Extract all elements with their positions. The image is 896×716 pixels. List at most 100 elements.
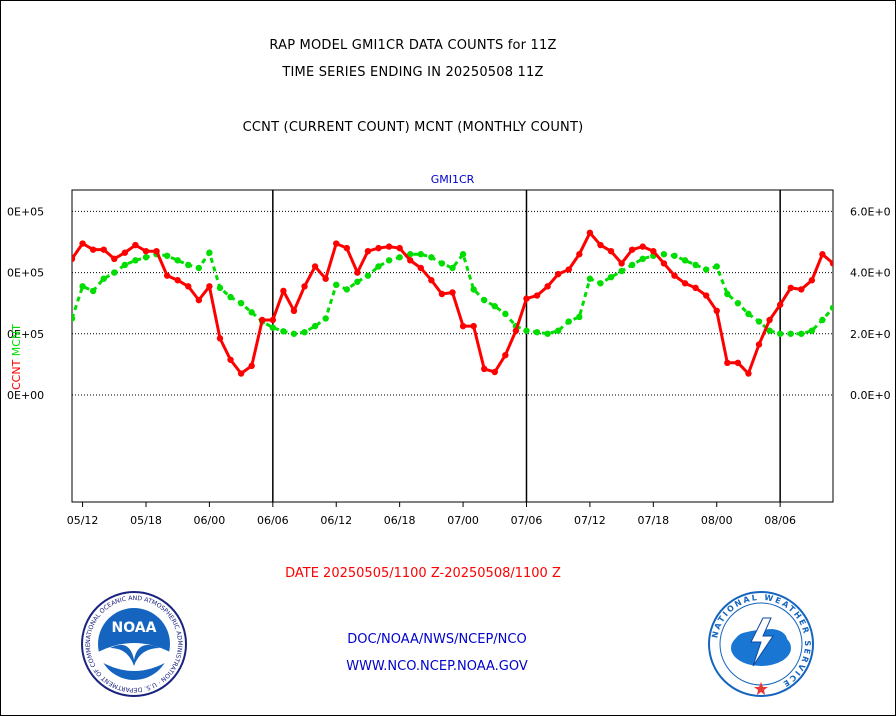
data-point-mcnt (470, 286, 477, 293)
data-point-ccnt (343, 244, 351, 252)
data-point-mcnt (776, 330, 784, 337)
data-point-ccnt (745, 370, 752, 377)
data-point-mcnt (174, 257, 181, 264)
data-point-ccnt (459, 322, 467, 330)
website-link[interactable]: WWW.NCO.NCEP.NOAA.GOV (346, 659, 528, 674)
data-point-ccnt (449, 289, 456, 296)
data-point-ccnt (544, 283, 551, 290)
y-tick-label-left: 0E+00 (7, 389, 44, 402)
data-point-mcnt (322, 315, 329, 322)
x-tick-label: 06/06 (257, 514, 289, 527)
data-point-mcnt (333, 281, 340, 289)
data-point-mcnt (79, 283, 86, 290)
data-point-mcnt (491, 303, 498, 310)
data-point-mcnt (280, 328, 287, 335)
data-point-ccnt (586, 229, 594, 237)
data-point-ccnt (206, 283, 213, 290)
data-point-ccnt (597, 241, 604, 249)
data-point-mcnt (269, 324, 277, 331)
doc-link[interactable]: DOC/NOAA/NWS/NCEP/NCO (347, 632, 527, 647)
data-point-ccnt (237, 370, 245, 377)
series-line-ccnt (72, 230, 833, 377)
nws-logo[interactable]: NATIONAL WEATHER SERVICE (707, 590, 815, 698)
data-point-mcnt (206, 249, 213, 256)
data-point-ccnt (481, 365, 488, 373)
x-tick-label: 07/18 (637, 514, 669, 527)
data-point-mcnt (311, 322, 319, 330)
data-point-mcnt (375, 263, 382, 270)
data-point-ccnt (163, 272, 171, 279)
data-point-mcnt (554, 327, 562, 334)
data-point-ccnt (502, 351, 509, 359)
data-point-mcnt (132, 257, 139, 264)
data-point-ccnt (79, 240, 86, 247)
data-point-mcnt (724, 290, 731, 298)
noaa-logo-text: NOAA (112, 620, 157, 636)
data-point-mcnt (734, 299, 742, 307)
data-point-mcnt (829, 304, 833, 311)
data-point-mcnt (459, 251, 467, 258)
data-point-mcnt (576, 313, 583, 321)
data-point-ccnt (174, 277, 181, 284)
data-point-ccnt (787, 284, 794, 292)
data-point-mcnt (607, 273, 615, 281)
data-point-ccnt (375, 244, 382, 252)
x-tick-label: 07/06 (511, 514, 543, 527)
data-point-mcnt (438, 260, 446, 267)
data-point-mcnt (385, 257, 393, 264)
y-tick-label-right: 0.0E+0 (850, 389, 891, 402)
data-point-ccnt (364, 247, 372, 255)
data-point-mcnt (343, 286, 351, 293)
data-point-ccnt (269, 316, 277, 324)
data-point-ccnt (734, 359, 742, 367)
data-point-mcnt (121, 261, 129, 269)
data-point-mcnt (290, 330, 298, 337)
data-point-ccnt (798, 286, 805, 293)
data-point-mcnt (237, 299, 245, 307)
y-tick-label-left: 0E+05 (7, 328, 44, 341)
data-point-ccnt (755, 341, 763, 348)
data-point-ccnt (523, 295, 530, 302)
data-point-ccnt (311, 263, 319, 270)
data-point-mcnt (72, 315, 76, 322)
data-point-ccnt (259, 316, 266, 324)
data-point-ccnt (111, 255, 118, 263)
data-point-ccnt (470, 322, 477, 330)
data-point-ccnt (639, 243, 646, 250)
data-point-ccnt (819, 251, 826, 258)
data-point-ccnt (628, 246, 636, 253)
data-point-mcnt (428, 254, 435, 261)
data-point-mcnt (745, 310, 752, 318)
data-point-ccnt (322, 275, 329, 282)
data-point-mcnt (195, 264, 203, 272)
data-point-mcnt (248, 309, 255, 316)
data-point-ccnt (491, 368, 498, 376)
x-tick-label: 06/18 (384, 514, 416, 527)
x-tick-label: 06/00 (194, 514, 226, 527)
y-axis-label: CCNT MCNT (10, 324, 23, 390)
data-point-ccnt (565, 266, 572, 273)
data-point-ccnt (713, 307, 720, 315)
data-point-mcnt (100, 275, 107, 282)
data-point-ccnt (195, 296, 203, 304)
data-point-mcnt (702, 266, 710, 273)
data-point-mcnt (565, 318, 572, 325)
data-point-ccnt (512, 327, 520, 334)
data-point-ccnt (248, 362, 255, 370)
data-point-ccnt (428, 277, 435, 284)
data-point-mcnt (449, 264, 456, 272)
data-point-ccnt (766, 316, 773, 324)
noaa-logo[interactable]: NATIONAL OCEANIC AND ATMOSPHERIC ADMINIS… (80, 590, 188, 698)
data-point-ccnt (576, 251, 583, 258)
data-point-ccnt (72, 255, 76, 263)
data-point-mcnt (417, 251, 424, 258)
chart-series-title: GMI1CR (431, 173, 475, 186)
x-tick-label: 07/00 (447, 514, 479, 527)
data-point-ccnt (533, 292, 541, 299)
data-point-ccnt (618, 260, 625, 267)
data-point-mcnt (755, 318, 763, 325)
chart-title-line3: CCNT (CURRENT COUNT) MCNT (MONTHLY COUNT… (242, 120, 584, 135)
data-point-ccnt (333, 240, 340, 247)
x-tick-label: 06/12 (320, 514, 352, 527)
data-point-ccnt (417, 264, 424, 272)
